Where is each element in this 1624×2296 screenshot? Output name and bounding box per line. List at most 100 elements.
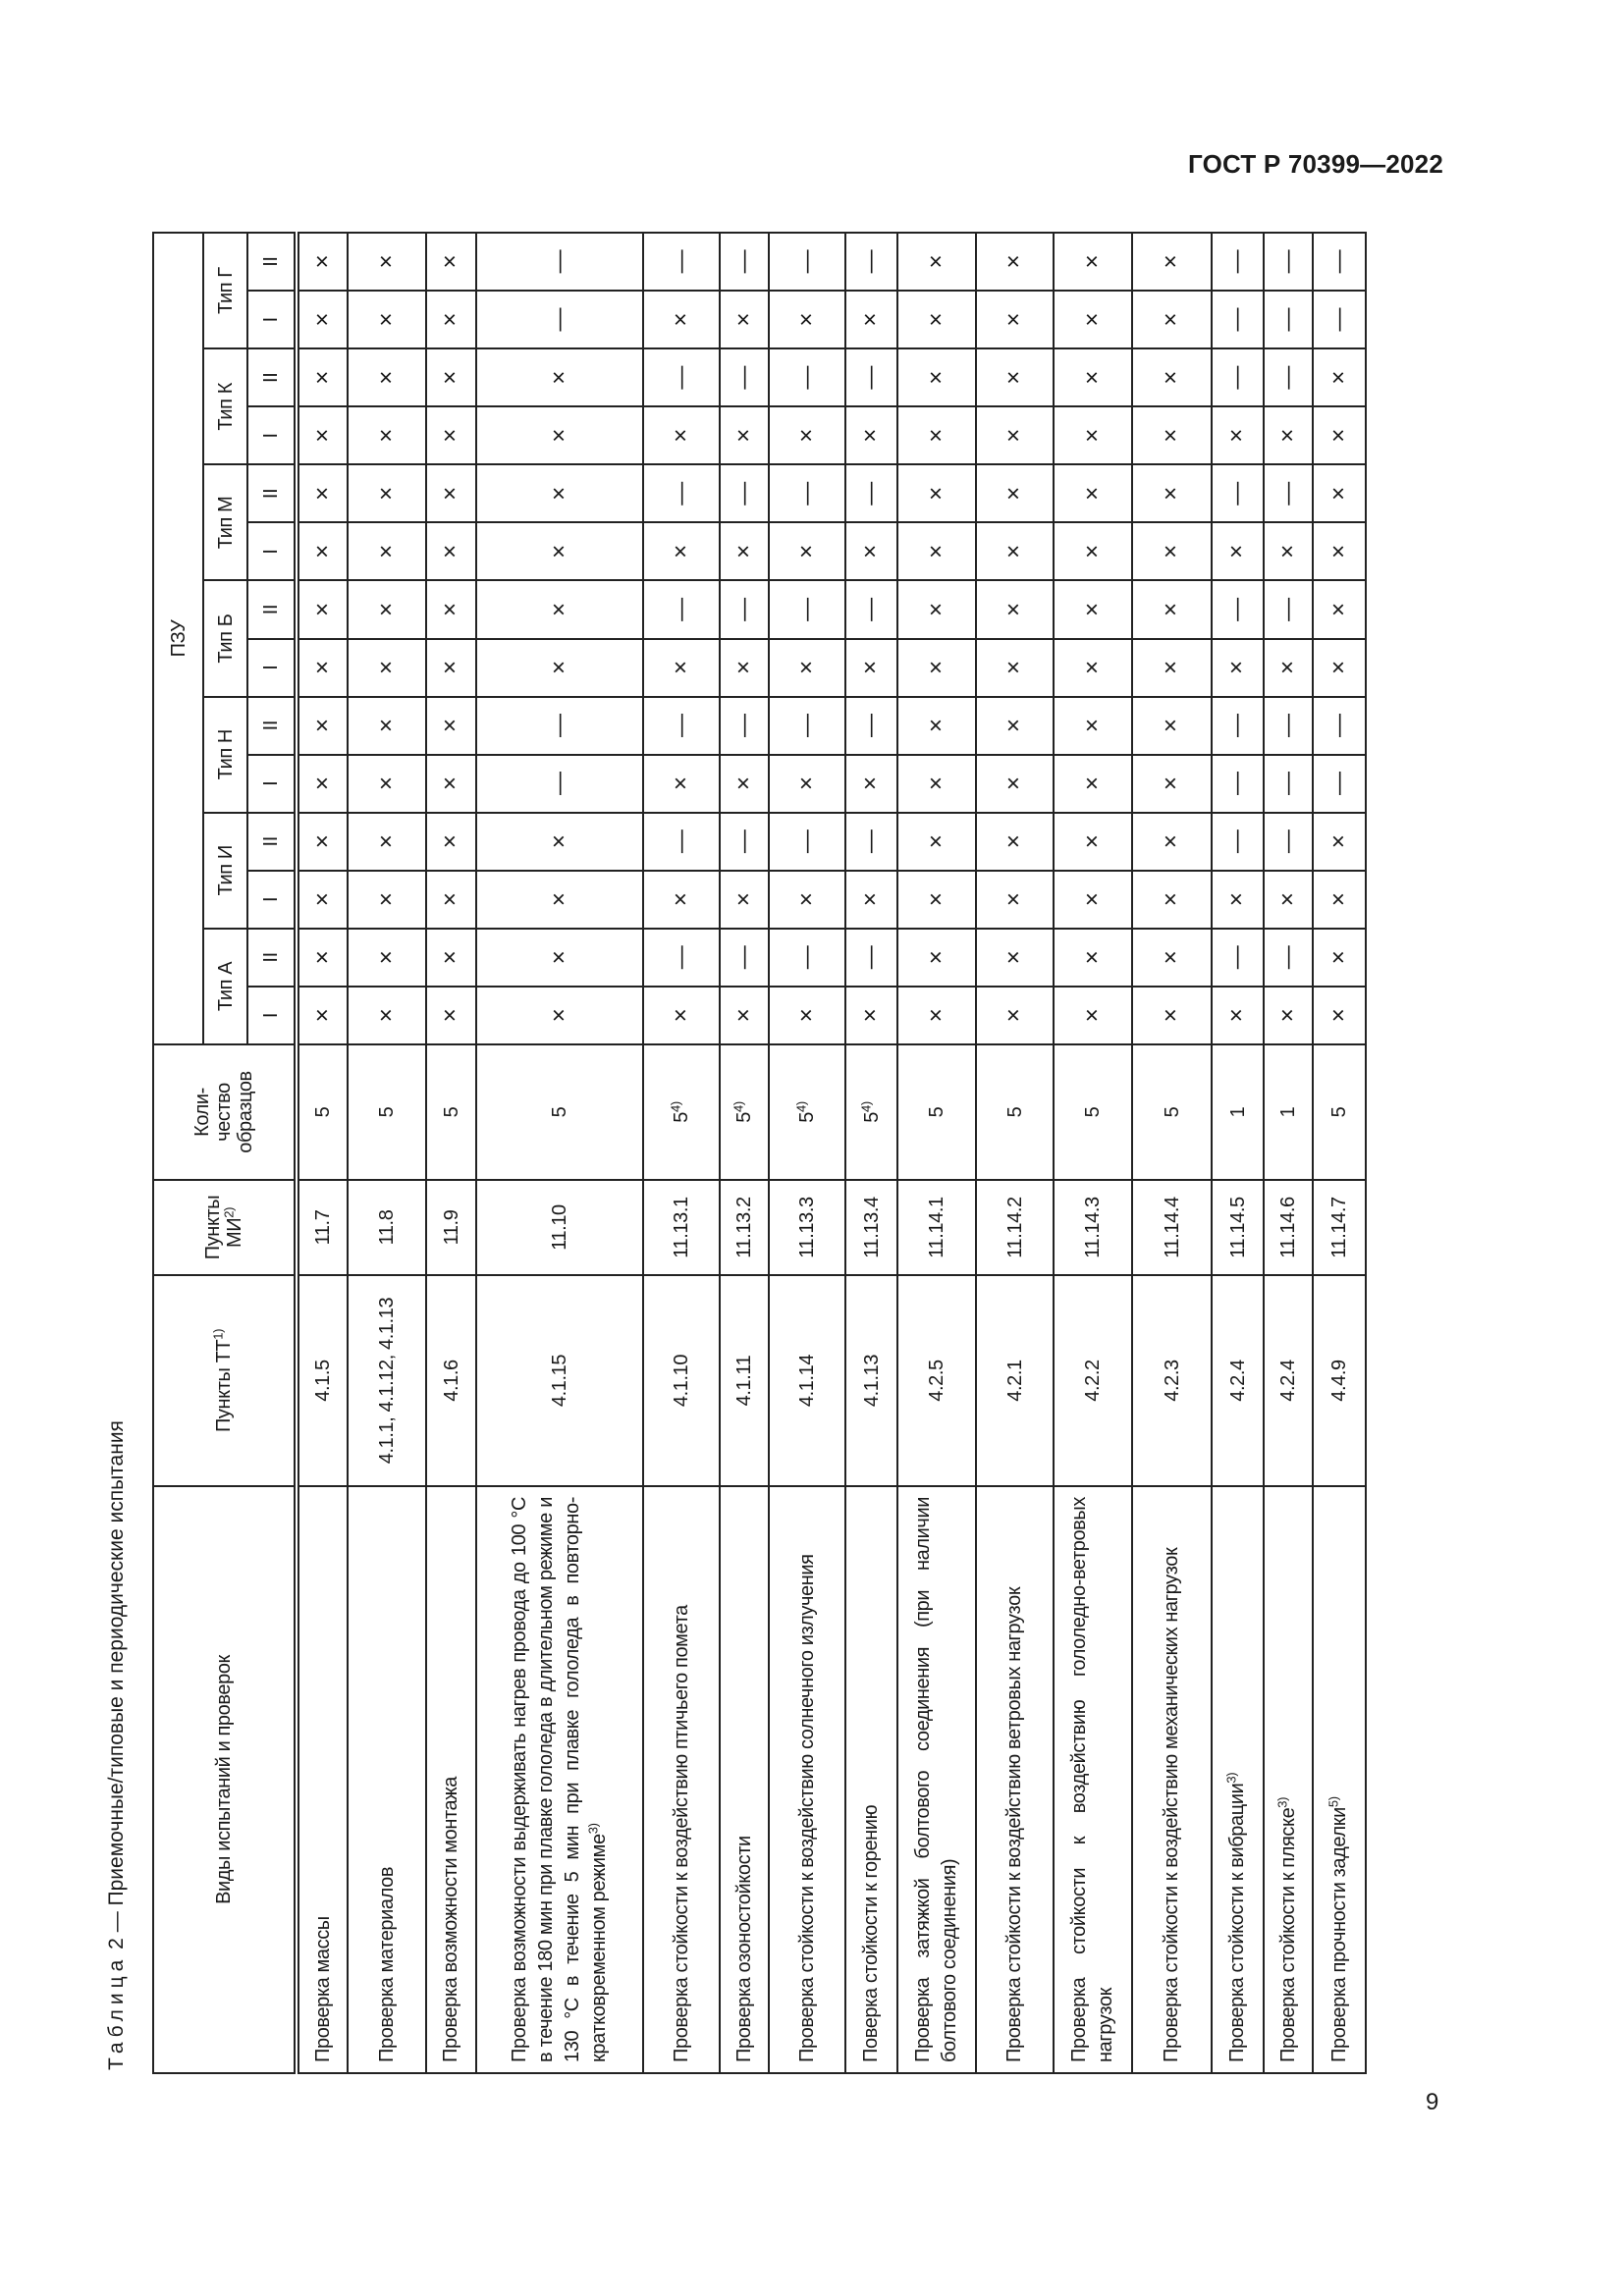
mark-applicable: × bbox=[976, 348, 1054, 407]
table-row: Проверка стойкости к воздействию солнечн… bbox=[769, 232, 845, 2073]
mark-not-applicable: — bbox=[769, 232, 845, 292]
test-name: Проверка возможности монтажа bbox=[426, 1486, 476, 2073]
mark-not-applicable: — bbox=[1212, 812, 1264, 871]
mark-applicable: × bbox=[1212, 522, 1264, 581]
mark-applicable: × bbox=[1054, 696, 1132, 755]
cell-tt: 4.1.6 bbox=[426, 1275, 476, 1486]
mark-applicable: × bbox=[845, 754, 897, 813]
test-name: Проверка стойкости к воздействию солнечн… bbox=[769, 1486, 845, 2073]
cell-mi: 11.14.7 bbox=[1313, 1180, 1366, 1275]
mark-applicable: × bbox=[476, 986, 643, 1044]
mark-applicable: × bbox=[897, 638, 976, 697]
cell-tt: 4.1.14 bbox=[769, 1275, 845, 1486]
table-row: Проверка возможности выдерживать нагрев … bbox=[476, 232, 643, 2073]
table-row: Проверка стойкости к вибрации3) 4.2.4 11.1… bbox=[1212, 232, 1264, 2073]
cell-mi: 11.13.3 bbox=[769, 1180, 845, 1275]
mark-applicable: × bbox=[845, 522, 897, 581]
mark-applicable: × bbox=[426, 928, 476, 987]
test-name: Проверка возможности выдерживать нагрев … bbox=[476, 1486, 643, 2073]
table-row: Проверка стойкости к воздействию гололед… bbox=[1054, 232, 1132, 2073]
header-subtype: I bbox=[247, 638, 297, 697]
mark-applicable: × bbox=[1054, 870, 1132, 929]
mark-applicable: × bbox=[897, 754, 976, 813]
mark-applicable: × bbox=[1313, 638, 1366, 697]
cell-tt: 4.4.9 bbox=[1313, 1275, 1366, 1486]
header-subtype: I bbox=[247, 291, 297, 349]
test-name: Проверка стойкости к пляске3) bbox=[1264, 1486, 1313, 2073]
mark-applicable: × bbox=[297, 928, 348, 987]
mark-not-applicable: — bbox=[769, 464, 845, 523]
mark-applicable: × bbox=[976, 986, 1054, 1044]
mark-applicable: × bbox=[643, 522, 720, 581]
mark-applicable: × bbox=[348, 580, 426, 639]
mark-applicable: × bbox=[769, 754, 845, 813]
table-row: Проверка массы 4.1.5 11.7 5 × × × × × × × × × × × × × × bbox=[297, 232, 348, 2073]
mark-applicable: × bbox=[769, 522, 845, 581]
mark-applicable: × bbox=[845, 291, 897, 349]
mark-applicable: × bbox=[348, 291, 426, 349]
cell-quantity: 5 bbox=[348, 1044, 426, 1180]
mark-applicable: × bbox=[426, 580, 476, 639]
mark-applicable: × bbox=[1313, 928, 1366, 987]
mark-applicable: × bbox=[643, 291, 720, 349]
header-type: Тип К bbox=[203, 348, 247, 465]
mark-applicable: × bbox=[976, 291, 1054, 349]
cell-quantity: 5 bbox=[1313, 1044, 1366, 1180]
cell-quantity: 5 bbox=[897, 1044, 976, 1180]
header-type: Тип А bbox=[203, 928, 247, 1044]
cell-tt: 4.2.3 bbox=[1132, 1275, 1212, 1486]
mark-not-applicable: — bbox=[643, 696, 720, 755]
table-row: Проверка прочности заделки5) 4.4.9 11.14.7… bbox=[1313, 232, 1366, 2073]
mark-applicable: × bbox=[1313, 812, 1366, 871]
mark-applicable: × bbox=[1212, 870, 1264, 929]
mark-not-applicable: — bbox=[1264, 696, 1313, 755]
mark-applicable: × bbox=[976, 464, 1054, 523]
mark-applicable: × bbox=[297, 812, 348, 871]
mark-applicable: × bbox=[348, 812, 426, 871]
mark-applicable: × bbox=[976, 812, 1054, 871]
mark-applicable: × bbox=[1132, 406, 1212, 465]
mark-applicable: × bbox=[1132, 638, 1212, 697]
cell-tt: 4.2.1 bbox=[976, 1275, 1054, 1486]
mark-applicable: × bbox=[426, 406, 476, 465]
mark-applicable: × bbox=[897, 232, 976, 292]
mark-not-applicable: — bbox=[1212, 696, 1264, 755]
mark-applicable: × bbox=[897, 348, 976, 407]
mark-applicable: × bbox=[976, 406, 1054, 465]
mark-applicable: × bbox=[426, 754, 476, 813]
mark-not-applicable: — bbox=[720, 696, 769, 755]
mark-applicable: × bbox=[845, 986, 897, 1044]
mark-applicable: × bbox=[769, 986, 845, 1044]
header-type: Тип Н bbox=[203, 696, 247, 813]
mark-not-applicable: — bbox=[720, 580, 769, 639]
test-name: Проверка стойкости к воздействию птичьег… bbox=[643, 1486, 720, 2073]
mark-not-applicable: — bbox=[845, 696, 897, 755]
mark-not-applicable: — bbox=[769, 580, 845, 639]
mark-not-applicable: — bbox=[845, 348, 897, 407]
header-subtype: II bbox=[247, 232, 297, 292]
mark-applicable: × bbox=[348, 464, 426, 523]
mark-applicable: × bbox=[1132, 928, 1212, 987]
mark-applicable: × bbox=[297, 464, 348, 523]
test-name: Проверка стойкости к воздействию механич… bbox=[1132, 1486, 1212, 2073]
mark-applicable: × bbox=[1264, 522, 1313, 581]
cell-quantity: 5 bbox=[297, 1044, 348, 1180]
mark-applicable: × bbox=[643, 986, 720, 1044]
mark-applicable: × bbox=[1264, 986, 1313, 1044]
cell-quantity: 5 bbox=[1132, 1044, 1212, 1180]
mark-not-applicable: — bbox=[845, 812, 897, 871]
mark-not-applicable: — bbox=[720, 812, 769, 871]
mark-applicable: × bbox=[476, 928, 643, 987]
header-subtype: I bbox=[247, 754, 297, 813]
mark-not-applicable: — bbox=[720, 464, 769, 523]
mark-applicable: × bbox=[476, 870, 643, 929]
mark-applicable: × bbox=[1132, 986, 1212, 1044]
mark-applicable: × bbox=[897, 291, 976, 349]
mark-not-applicable: — bbox=[1264, 580, 1313, 639]
tests-table: Виды испытаний и проверок Пункты ТТ1) Пу… bbox=[152, 232, 1367, 2074]
mark-applicable: × bbox=[297, 754, 348, 813]
mark-applicable: × bbox=[976, 638, 1054, 697]
table-row: Проверка стойкости к пляске3) 4.2.4 11.14.… bbox=[1264, 232, 1313, 2073]
mark-applicable: × bbox=[1132, 522, 1212, 581]
mark-applicable: × bbox=[769, 870, 845, 929]
